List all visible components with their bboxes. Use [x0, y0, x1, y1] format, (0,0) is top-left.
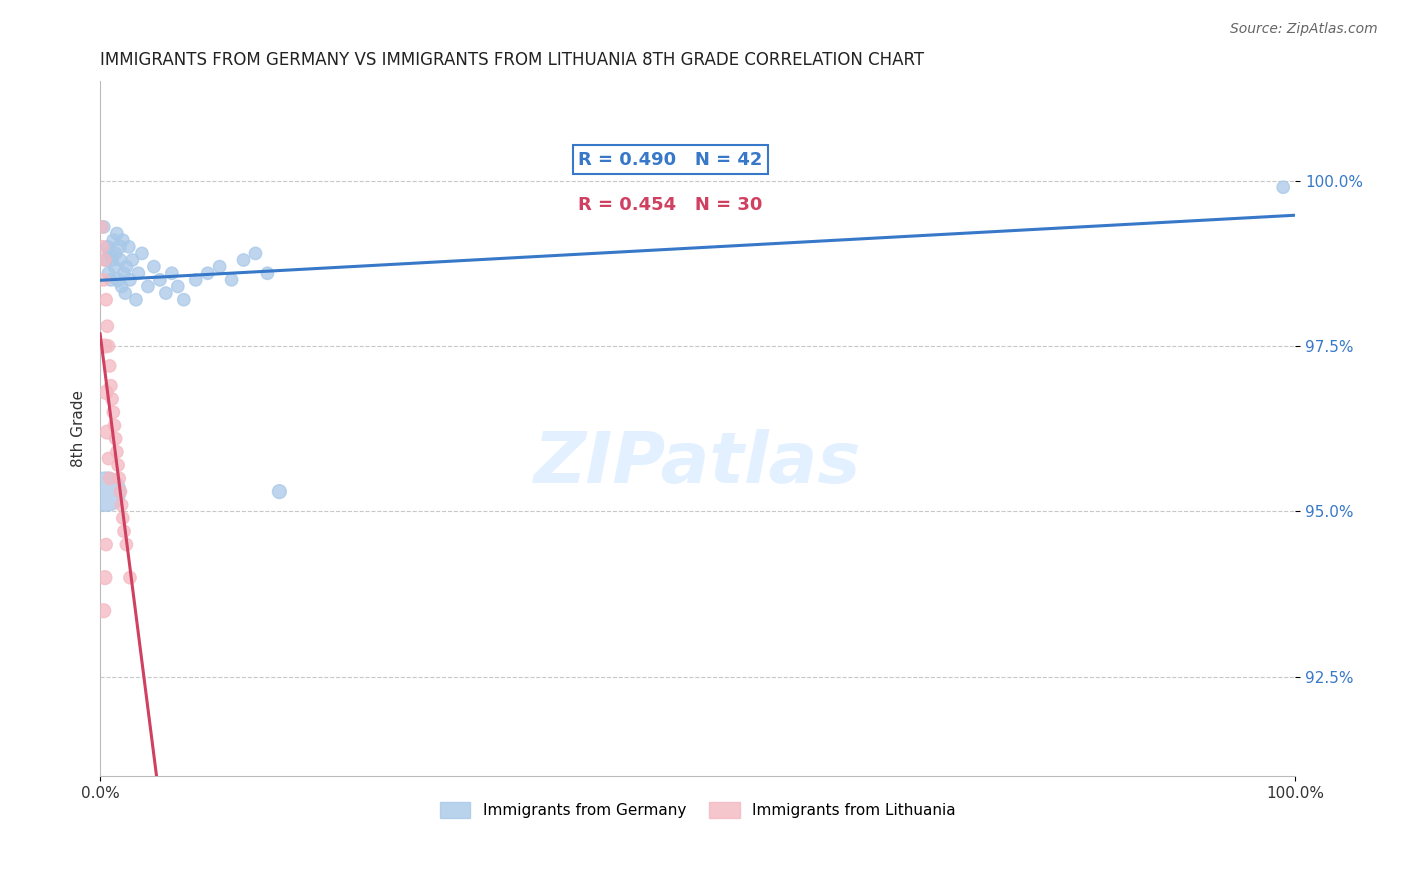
Text: Source: ZipAtlas.com: Source: ZipAtlas.com [1230, 22, 1378, 37]
Point [103, 418, 125, 433]
Point [96, 319, 118, 334]
Text: R = 0.454   N = 30: R = 0.454 N = 30 [578, 196, 762, 214]
Point [125, 293, 148, 307]
Point [111, 233, 134, 247]
Point [101, 392, 124, 406]
Point [112, 524, 135, 539]
Point [166, 279, 188, 293]
Point [142, 260, 165, 274]
Point [173, 293, 195, 307]
Point [115, 537, 138, 551]
Point [232, 252, 254, 267]
Point [94, 293, 117, 307]
Point [115, 260, 138, 274]
Point [94, 484, 117, 499]
Point [121, 252, 143, 267]
Point [98, 471, 121, 485]
Point [111, 498, 134, 512]
Point [107, 273, 129, 287]
Point [245, 246, 267, 260]
Point [149, 273, 172, 287]
Point [94, 252, 117, 267]
Text: R = 0.490   N = 42: R = 0.490 N = 42 [578, 151, 762, 169]
Point [98, 359, 121, 373]
Point [100, 378, 122, 392]
Text: ZIPatlas: ZIPatlas [534, 429, 862, 498]
Point [184, 273, 207, 287]
Point [110, 252, 132, 267]
Point [160, 266, 183, 280]
Point [98, 246, 121, 260]
Point [97, 339, 120, 353]
Point [118, 240, 141, 254]
Point [108, 240, 131, 254]
Point [94, 537, 117, 551]
Point [112, 266, 135, 280]
Point [93, 604, 115, 618]
Point [93, 273, 115, 287]
Point [103, 405, 125, 419]
Point [103, 260, 125, 274]
Point [104, 432, 127, 446]
Text: IMMIGRANTS FROM GERMANY VS IMMIGRANTS FROM LITHUANIA 8TH GRADE CORRELATION CHART: IMMIGRANTS FROM GERMANY VS IMMIGRANTS FR… [100, 51, 924, 69]
Point [94, 385, 117, 400]
Y-axis label: 8th Grade: 8th Grade [72, 391, 86, 467]
Point [127, 266, 149, 280]
Point [93, 219, 115, 234]
Point [111, 511, 134, 525]
Point [221, 273, 243, 287]
Legend: Immigrants from Germany, Immigrants from Lithuania: Immigrants from Germany, Immigrants from… [434, 796, 962, 824]
Point [105, 227, 128, 241]
Point [110, 484, 132, 499]
Point [96, 425, 118, 439]
Point [100, 273, 122, 287]
Point [136, 279, 159, 293]
Point [1272, 180, 1295, 194]
Point [103, 233, 125, 247]
Point [104, 246, 127, 260]
Point [197, 266, 219, 280]
Point [101, 252, 124, 267]
Point [91, 240, 114, 254]
Point [108, 471, 131, 485]
Point [96, 240, 118, 254]
Point [94, 252, 117, 267]
Point [269, 484, 291, 499]
Point [208, 260, 231, 274]
Point [118, 273, 141, 287]
Point [97, 451, 120, 466]
Point [111, 279, 134, 293]
Point [155, 286, 177, 301]
Point [131, 246, 153, 260]
Point [90, 219, 112, 234]
Point [97, 266, 120, 280]
Point [114, 286, 136, 301]
Point [94, 339, 117, 353]
Point [94, 571, 117, 585]
Point [118, 571, 141, 585]
Point [256, 266, 278, 280]
Point [105, 445, 128, 459]
Point [107, 458, 129, 472]
